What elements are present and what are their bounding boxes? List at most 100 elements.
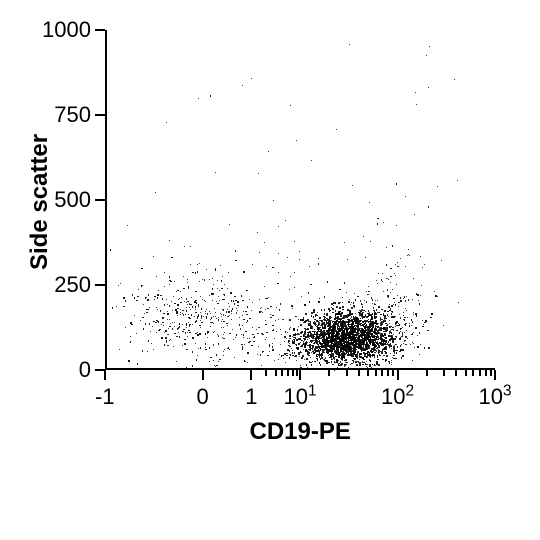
scatter-dot (233, 339, 234, 340)
scatter-dot (223, 309, 224, 310)
scatter-dot (150, 331, 151, 332)
scatter-dot (300, 365, 301, 366)
scatter-dot (363, 359, 365, 361)
scatter-dot (291, 348, 292, 349)
scatter-dot (273, 329, 274, 330)
scatter-dot (295, 355, 296, 356)
scatter-dot (315, 351, 316, 352)
x-tick-label: 102 (381, 384, 414, 410)
scatter-dot (428, 206, 429, 207)
scatter-dot (110, 249, 111, 250)
scatter-dot (241, 295, 242, 296)
x-tick-label: -1 (95, 384, 115, 410)
scatter-dot (298, 319, 299, 320)
scatter-dot (282, 319, 283, 320)
scatter-dot (152, 326, 153, 327)
x-minor-tick (426, 370, 428, 376)
scatter-dot (425, 320, 426, 321)
x-minor-tick (287, 370, 289, 376)
scatter-dot (262, 352, 263, 353)
scatter-dot (325, 339, 326, 340)
scatter-dot (383, 344, 384, 345)
scatter-dot (363, 349, 365, 351)
scatter-dot (428, 87, 429, 88)
scatter-dot (333, 302, 334, 303)
scatter-dot (313, 352, 314, 353)
scatter-dot (228, 311, 229, 312)
scatter-dot (372, 354, 373, 355)
scatter-dot (393, 304, 394, 305)
scatter-dot (276, 307, 277, 308)
scatter-dot (301, 331, 302, 332)
scatter-dot (378, 306, 379, 307)
scatter-dot (412, 333, 413, 334)
scatter-dot (245, 311, 246, 312)
scatter-dot (324, 322, 325, 323)
scatter-dot (192, 337, 193, 338)
scatter-dot (384, 315, 385, 316)
x-minor-tick (275, 370, 277, 376)
scatter-dot (386, 355, 388, 357)
x-minor-tick (387, 370, 389, 376)
scatter-dot (177, 290, 178, 291)
scatter-dot (359, 359, 360, 360)
scatter-dot (275, 320, 276, 321)
scatter-dot (313, 343, 315, 345)
scatter-dot (188, 288, 189, 289)
scatter-dot (318, 301, 319, 302)
scatter-dot (338, 312, 339, 313)
scatter-dot (210, 319, 211, 320)
scatter-dot (319, 343, 320, 344)
scatter-dot (434, 291, 435, 292)
scatter-dot (267, 355, 268, 356)
y-tick-mark (95, 114, 105, 116)
scatter-dot (376, 316, 377, 317)
scatter-dot (315, 325, 316, 326)
scatter-dot (215, 269, 216, 270)
scatter-dot (205, 311, 206, 312)
scatter-dot (365, 345, 366, 346)
scatter-dot (357, 325, 359, 327)
scatter-dot (221, 280, 222, 281)
scatter-dot (176, 312, 177, 313)
scatter-dot (272, 315, 273, 316)
scatter-dot (383, 222, 384, 223)
x-tick-label: 1 (245, 384, 257, 410)
scatter-dot (329, 350, 330, 351)
scatter-dot (427, 330, 428, 331)
scatter-dot (399, 324, 401, 326)
scatter-dot (361, 330, 362, 331)
scatter-dot (313, 311, 315, 313)
scatter-dot (305, 329, 306, 330)
scatter-dot (235, 250, 236, 251)
scatter-dot (310, 362, 311, 363)
chart-container: { "chart": { "type": "scatter", "backgro… (0, 0, 540, 540)
scatter-dot (298, 353, 299, 354)
scatter-dot (242, 346, 243, 347)
scatter-dot (158, 321, 159, 322)
scatter-dot (310, 335, 311, 336)
scatter-dot (353, 343, 354, 344)
scatter-dot (328, 332, 329, 333)
x-minor-tick (281, 370, 283, 376)
scatter-dot (179, 323, 180, 324)
scatter-dot (314, 361, 315, 362)
scatter-dot (245, 331, 246, 332)
scatter-dot (398, 302, 399, 303)
scatter-dot (319, 327, 320, 328)
scatter-dot (344, 352, 345, 353)
scatter-dot (332, 331, 333, 332)
scatter-dot (213, 293, 214, 294)
scatter-dot (245, 361, 246, 362)
scatter-dot (215, 268, 216, 269)
scatter-dot (223, 299, 224, 300)
x-minor-tick (381, 370, 383, 376)
scatter-dot (344, 323, 346, 325)
x-minor-tick (472, 370, 474, 376)
scatter-dot (248, 342, 249, 343)
scatter-dot (218, 361, 219, 362)
scatter-dot (422, 320, 423, 321)
scatter-dot (366, 301, 367, 302)
scatter-dot (336, 351, 337, 352)
scatter-dot (257, 232, 258, 233)
